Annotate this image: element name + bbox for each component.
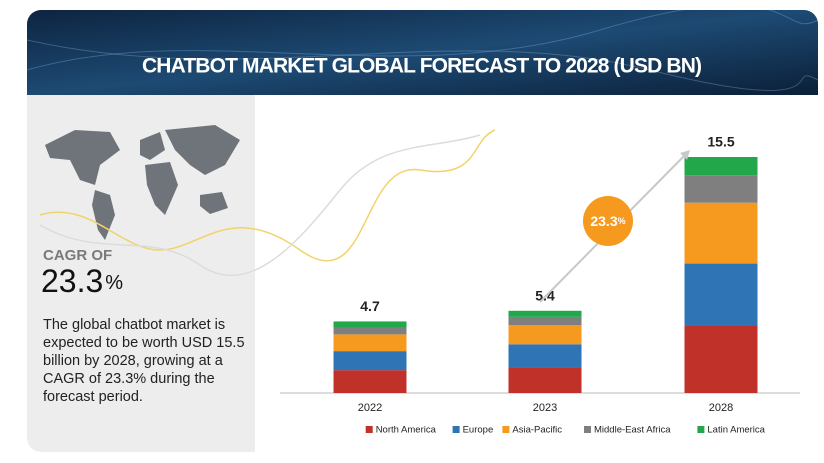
bar-segment [508,310,582,317]
bar-segment [333,351,407,371]
annotation-unit: % [618,216,626,226]
title: CHATBOT MARKET GLOBAL FORECAST TO 2028 (… [142,55,702,78]
x-tick-label: 2028 [709,402,733,414]
bar-segment [508,325,582,345]
bar-segment [333,334,407,352]
legend-label: Latin America [707,425,765,436]
header-decoration [27,10,818,71]
bar-segment [684,175,758,203]
x-tick-label: 2023 [533,402,557,414]
legend-label: Europe [463,425,494,436]
cagr-unit: % [105,272,123,294]
trend-decoration [39,134,481,277]
bar-segment [333,370,407,393]
legend-swatch [697,426,705,433]
world-map [45,125,240,240]
cagr-number: 23.3 [41,263,103,299]
legend-swatch [584,426,591,433]
annotation-bubble [583,196,633,246]
trend-decoration [39,129,496,262]
legend-swatch [365,426,373,433]
x-tick-label: 2022 [358,402,382,414]
arrow-head [680,150,690,160]
legend-label: Middle-East Africa [594,425,671,436]
bar-segment [508,367,582,393]
bar-segment [508,316,582,326]
annotation-text: 23.3% [590,213,625,229]
legend-swatch [452,426,460,433]
legend-label: Asia-Pacific [512,425,562,436]
bar-segment [684,157,758,176]
cagr-value: 23.3% [41,263,123,299]
cagr-label: CAGR OF [43,247,112,264]
bar-segment [684,202,758,264]
header-band [27,10,818,95]
bar-segment [684,263,758,327]
description-box: The global chatbot market is expected to… [43,317,245,405]
legend-label: North America [376,425,437,436]
bar-segment [333,321,407,328]
total-label: 4.7 [360,298,380,314]
header-decoration [27,39,818,91]
bar-segment [508,344,582,368]
bar-segment [684,326,758,393]
legend-swatch [502,426,510,433]
bar-segment [333,327,407,335]
annotation-number: 23.3 [590,213,617,229]
total-label: 15.5 [707,134,734,150]
description: The global chatbot market is expected to… [43,317,245,405]
